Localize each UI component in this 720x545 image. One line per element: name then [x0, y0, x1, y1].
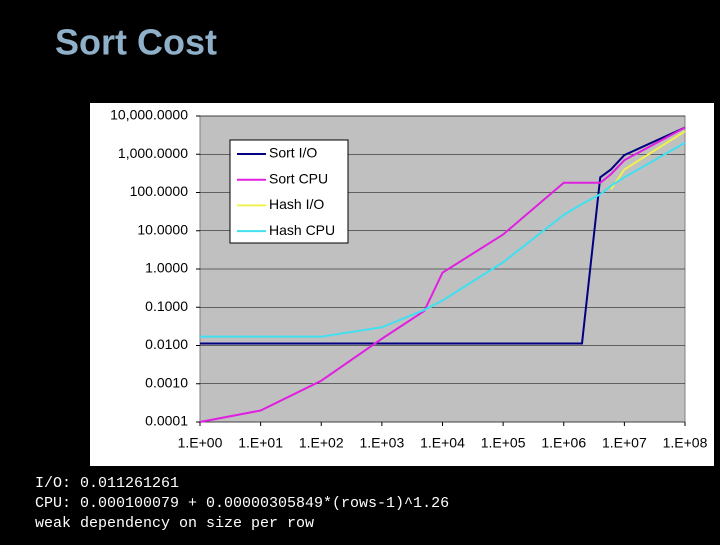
x-tick-label: 1.E+06 — [541, 435, 586, 451]
series-line — [200, 141, 686, 338]
x-tick-label: 1.E+05 — [481, 435, 526, 451]
y-tick-label: 1.0000 — [145, 260, 188, 276]
x-tick-label: 1.E+08 — [663, 435, 708, 451]
x-tick-label: 1.E+02 — [299, 435, 344, 451]
legend-label: Sort I/O — [269, 145, 317, 161]
legend-label: Hash CPU — [269, 222, 335, 238]
y-tick-label: 0.0001 — [145, 413, 188, 429]
annotation: weak dependency on size per row — [35, 515, 314, 532]
x-tick-label: 1.E+01 — [238, 435, 283, 451]
y-tick-label: 10.0000 — [137, 221, 188, 237]
legend — [229, 139, 349, 244]
y-tick-label: 0.0010 — [145, 374, 188, 390]
x-tick-label: 1.E+00 — [178, 435, 223, 451]
legend-label: Hash I/O — [269, 196, 324, 212]
series-line — [200, 126, 686, 345]
y-tick-label: 0.0100 — [145, 336, 188, 352]
legend-label: Sort CPU — [269, 170, 328, 186]
x-tick-label: 1.E+04 — [420, 435, 465, 451]
annotation: I/O: 0.011261261 — [35, 475, 179, 492]
slide-title: Sort Cost — [55, 22, 217, 63]
annotation: CPU: 0.000100079 + 0.00000305849*(rows-1… — [35, 495, 449, 512]
y-tick-label: 1,000.0000 — [118, 145, 188, 161]
y-tick-label: 0.1000 — [145, 298, 188, 314]
series-line — [199, 126, 686, 423]
x-tick-label: 1.E+07 — [602, 435, 647, 451]
y-tick-label: 10,000.0000 — [110, 107, 188, 123]
y-tick-label: 100.0000 — [130, 183, 189, 199]
x-tick-label: 1.E+03 — [359, 435, 404, 451]
